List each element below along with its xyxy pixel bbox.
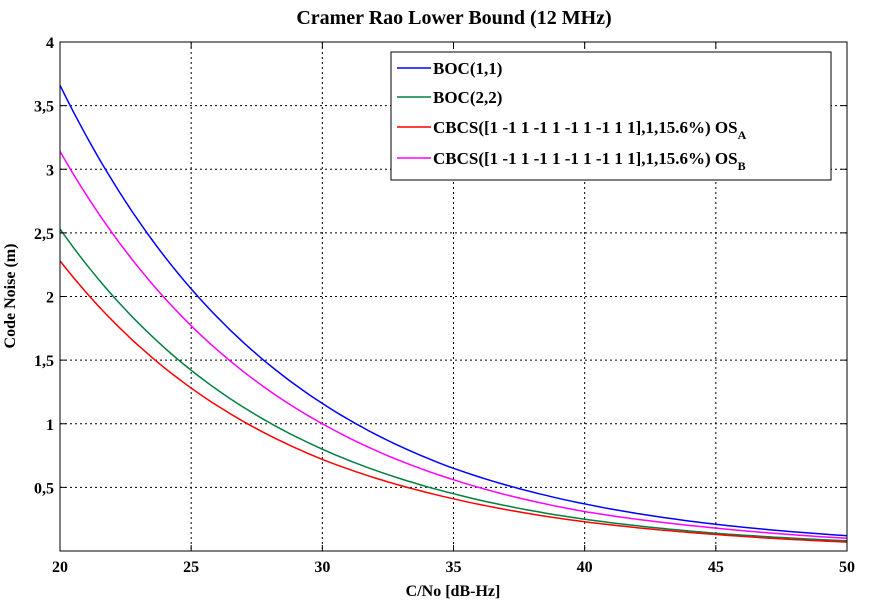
legend: BOC(1,1)BOC(2,2)CBCS([1 -1 1 -1 1 -1 1 -… [390, 51, 832, 181]
legend-label: BOC(1,1) [433, 59, 502, 78]
series-lines [59, 84, 848, 543]
y-tick-label: 1,5 [34, 353, 54, 370]
y-axis-label: Code Noise (m) [2, 244, 19, 349]
y-tick-label: 2 [46, 290, 54, 307]
y-tick-label: 0,5 [34, 480, 54, 497]
x-tick-label: 40 [577, 559, 593, 576]
chart-title: Cramer Rao Lower Bound (12 MHz) [296, 7, 611, 29]
x-tick-label: 45 [708, 559, 724, 576]
series-line [59, 151, 848, 540]
y-tick-label: 4 [46, 35, 54, 52]
x-tick-label: 50 [839, 559, 855, 576]
x-tick-label: 25 [183, 559, 199, 576]
legend-label: BOC(2,2) [433, 88, 502, 107]
x-tick-label: 35 [446, 559, 462, 576]
x-tick-label: 30 [314, 559, 330, 576]
series-line [59, 228, 848, 542]
x-axis-label: C/No [dB-Hz] [406, 583, 501, 600]
y-tick-label: 3 [46, 162, 54, 179]
axis-ticks: 20 25 30 35 40 45 50 0,5 1 1,5 2 2,5 3 3,5 4 [34, 35, 855, 576]
y-tick-label: 3,5 [34, 99, 54, 116]
series-line [59, 84, 848, 537]
series-line [59, 260, 848, 543]
x-tick-label: 20 [52, 559, 68, 576]
legend-box [390, 51, 832, 181]
y-tick-label: 2,5 [34, 226, 54, 243]
y-tick-label: 1 [46, 417, 54, 434]
